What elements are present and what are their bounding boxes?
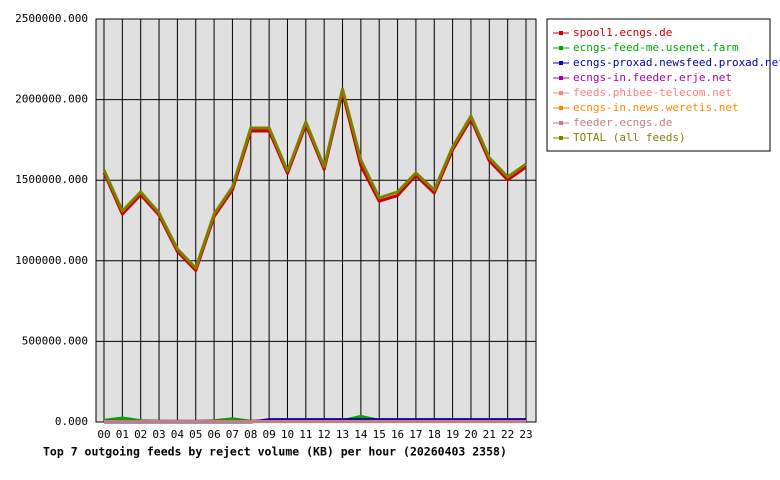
x-tick-label: 01 <box>116 428 129 441</box>
legend-label: ecngs-in.feeder.erje.net <box>573 71 732 84</box>
x-tick-label: 03 <box>152 428 165 441</box>
y-tick-label: 500000.000 <box>22 334 88 347</box>
y-tick-label: 1000000.000 <box>15 254 88 267</box>
legend-marker <box>559 106 563 110</box>
legend-label: feeder.ecngs.de <box>573 116 672 129</box>
y-tick-label: 1500000.000 <box>15 173 88 186</box>
x-tick-label: 12 <box>318 428 331 441</box>
series-line <box>102 87 527 270</box>
x-tick-label: 18 <box>428 428 441 441</box>
x-tick-label: 04 <box>171 428 185 441</box>
x-tick-label: 13 <box>336 428 349 441</box>
legend-marker <box>559 76 563 80</box>
x-tick-label: 06 <box>207 428 220 441</box>
legend-label: spool1.ecngs.de <box>573 26 672 39</box>
legend-marker <box>559 61 563 65</box>
x-tick-label: 09 <box>263 428 276 441</box>
legend-label: feeds.phibee-telecom.net <box>573 86 732 99</box>
x-tick-label: 08 <box>244 428 257 441</box>
x-tick-label: 07 <box>226 428 239 441</box>
x-tick-label: 20 <box>464 428 477 441</box>
plot-area <box>96 19 536 422</box>
x-tick-label: 22 <box>501 428 514 441</box>
legend-marker <box>559 46 563 50</box>
x-tick-label: 10 <box>281 428 294 441</box>
y-tick-label: 0.000 <box>55 415 88 428</box>
legend-marker <box>559 31 563 35</box>
x-tick-label: 11 <box>299 428 312 441</box>
chart-title: Top 7 outgoing feeds by reject volume (K… <box>43 445 507 459</box>
legend-box <box>546 18 771 152</box>
y-tick-label: 2500000.000 <box>15 12 88 25</box>
x-tick-label: 05 <box>189 428 202 441</box>
y-tick-label: 2000000.000 <box>15 93 88 106</box>
legend-marker <box>559 121 563 125</box>
legend-marker <box>559 91 563 95</box>
x-tick-label: 02 <box>134 428 147 441</box>
legend-label: ecngs-proxad.newsfeed.proxad.net <box>573 56 780 69</box>
x-tick-label: 15 <box>373 428 386 441</box>
x-tick-label: 16 <box>391 428 404 441</box>
x-tick-label: 19 <box>446 428 459 441</box>
x-tick-label: 14 <box>354 428 368 441</box>
x-tick-label: 00 <box>97 428 110 441</box>
x-tick-label: 21 <box>483 428 496 441</box>
x-tick-label: 23 <box>519 428 532 441</box>
legend-label: ecngs-feed-me.usenet.farm <box>573 41 739 54</box>
legend-label: TOTAL (all feeds) <box>573 131 686 144</box>
legend-label: ecngs-in.news.weretis.net <box>573 101 739 114</box>
legend-marker <box>559 136 563 140</box>
x-tick-label: 17 <box>409 428 422 441</box>
